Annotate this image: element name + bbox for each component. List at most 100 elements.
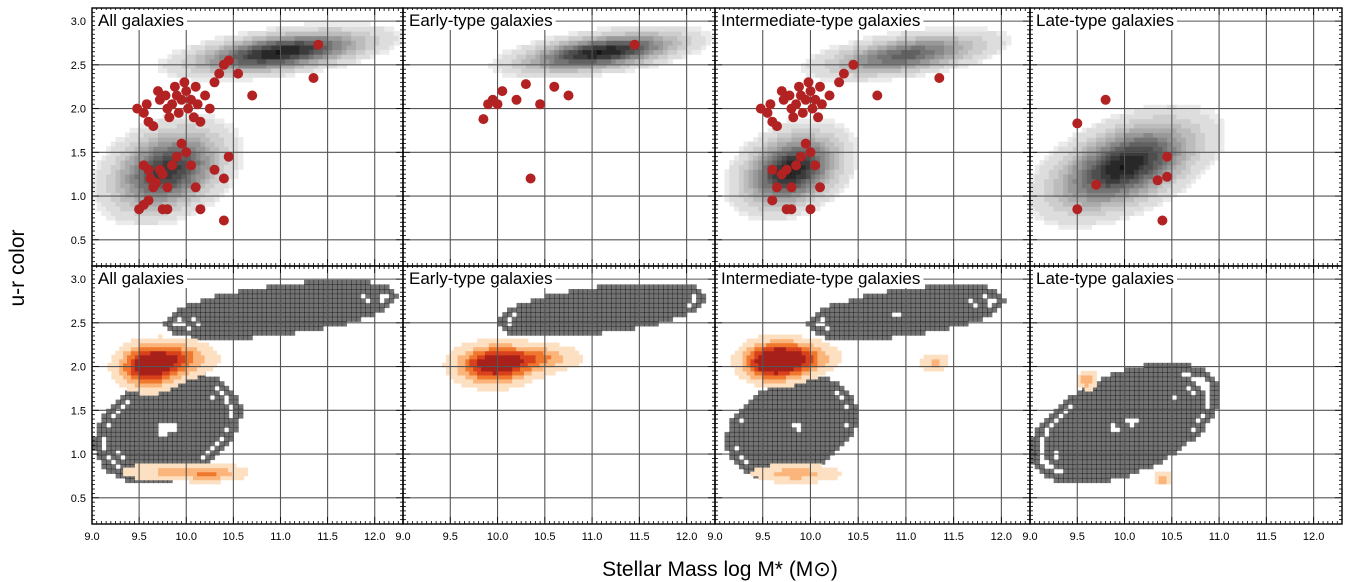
density-contours: [724, 26, 1012, 221]
data-point: [195, 116, 206, 127]
x-tick-label: 9.0: [707, 531, 722, 543]
x-tick-label: 10.5: [1161, 531, 1182, 543]
data-point: [160, 90, 171, 101]
data-point: [1100, 94, 1111, 105]
x-tick-label: 9.0: [395, 531, 410, 543]
data-point: [784, 90, 795, 101]
panel-title: Intermediate-type galaxies: [721, 269, 920, 288]
x-tick-label: 11.0: [1209, 531, 1230, 543]
panel-title-background: [1033, 268, 1177, 288]
panel-title: Early-type galaxies: [409, 11, 553, 30]
data-point: [563, 90, 574, 101]
panel-title-background: [95, 10, 187, 30]
panel-bottom-4: Late-type galaxies 9.0 9.5 10.0 10.5 11.0 11.5…: [1022, 265, 1343, 543]
data-points: [1072, 94, 1173, 226]
x-tick-label: 10.0: [1114, 531, 1135, 543]
data-point: [148, 121, 159, 132]
data-point: [173, 107, 184, 118]
y-tick-label: 0.5: [71, 235, 86, 247]
data-point: [815, 182, 825, 193]
data-point: [815, 81, 825, 92]
x-tick-label: 11.0: [270, 531, 291, 543]
panel-top-2: Early-type galaxies: [402, 7, 716, 267]
data-point: [167, 160, 178, 171]
plot-frame: [1029, 265, 1343, 525]
y-tick-label: 3.0: [71, 274, 86, 286]
data-point: [183, 103, 194, 114]
panel-title: Late-type galaxies: [1036, 269, 1174, 288]
data-point: [791, 99, 802, 110]
data-point: [800, 94, 811, 105]
panel-top-3: Intermediate-type galaxies: [714, 7, 1031, 267]
panel-bottom-3: Intermediate-type galaxies 9.0 9.5 10.0 10.5…: [707, 265, 1031, 543]
data-point: [786, 182, 797, 193]
data-point: [313, 39, 324, 50]
panel-title: All galaxies: [98, 11, 184, 30]
data-point: [776, 86, 787, 97]
x-tick-label: 9.0: [1022, 531, 1037, 543]
data-point: [181, 86, 192, 97]
data-point: [629, 39, 640, 50]
x-tick-label: 9.5: [1070, 531, 1085, 543]
data-point: [934, 73, 945, 83]
x-tick-label: 10.0: [176, 531, 197, 543]
data-point: [805, 86, 816, 97]
panel-top-1: All galaxies 3.0 2.5 2.0 1.5 1.0 0.5: [71, 7, 404, 267]
density-contours: [497, 284, 707, 336]
data-point: [848, 59, 859, 70]
data-point: [824, 90, 835, 101]
y-tick-label: 2.5: [71, 60, 86, 72]
x-tick-label: 10.0: [487, 531, 508, 543]
y-tick-label: 1.5: [71, 147, 86, 159]
data-point: [810, 160, 821, 171]
data-point: [192, 99, 203, 110]
data-point: [813, 112, 824, 123]
data-point: [795, 151, 806, 162]
data-points: [132, 39, 324, 226]
y-tick-label: 2.5: [71, 318, 86, 330]
data-point: [797, 107, 808, 118]
data-point: [209, 164, 220, 175]
x-tick-label: 12.0: [676, 531, 697, 543]
density-contours: [488, 26, 715, 78]
x-tick-label: 11.5: [317, 531, 338, 543]
data-point: [162, 182, 173, 193]
data-point: [190, 182, 201, 193]
data-point: [816, 99, 827, 110]
x-tick-label: 11.5: [629, 531, 650, 543]
data-points: [478, 39, 640, 184]
panel-bottom-2: Early-type galaxies 9.0 9.5 10.0 10.5 11.0 11.…: [395, 265, 716, 543]
data-point: [525, 173, 536, 184]
data-point: [171, 151, 182, 162]
density-contours: [1030, 362, 1220, 484]
data-point: [791, 160, 802, 171]
panel-title: Early-type galaxies: [409, 269, 553, 288]
data-point: [167, 99, 178, 110]
data-point: [1162, 171, 1173, 182]
data-point: [805, 204, 816, 215]
x-tick-label: 10.5: [223, 531, 244, 543]
panel-title-background: [718, 10, 924, 30]
data-point: [186, 160, 196, 171]
data-point: [233, 68, 244, 79]
data-point: [1091, 179, 1102, 190]
data-point: [762, 107, 773, 118]
data-point: [520, 79, 531, 90]
heatmap-cells: [1076, 370, 1171, 485]
x-tick-label: 12.0: [1303, 531, 1324, 543]
y-tick-label: 2.0: [71, 362, 86, 374]
data-point: [169, 81, 180, 92]
x-tick-label: 9.5: [755, 531, 770, 543]
data-point: [195, 204, 206, 215]
data-point: [141, 99, 152, 110]
panel-title-background: [406, 10, 556, 30]
data-point: [805, 147, 816, 158]
data-point: [535, 99, 546, 110]
data-point: [767, 195, 778, 206]
panel-title: Intermediate-type galaxies: [721, 11, 920, 30]
data-point: [204, 103, 215, 114]
data-point: [497, 86, 508, 97]
grid: [91, 266, 403, 524]
data-point: [151, 177, 162, 188]
x-tick-label: 11.5: [943, 531, 964, 543]
